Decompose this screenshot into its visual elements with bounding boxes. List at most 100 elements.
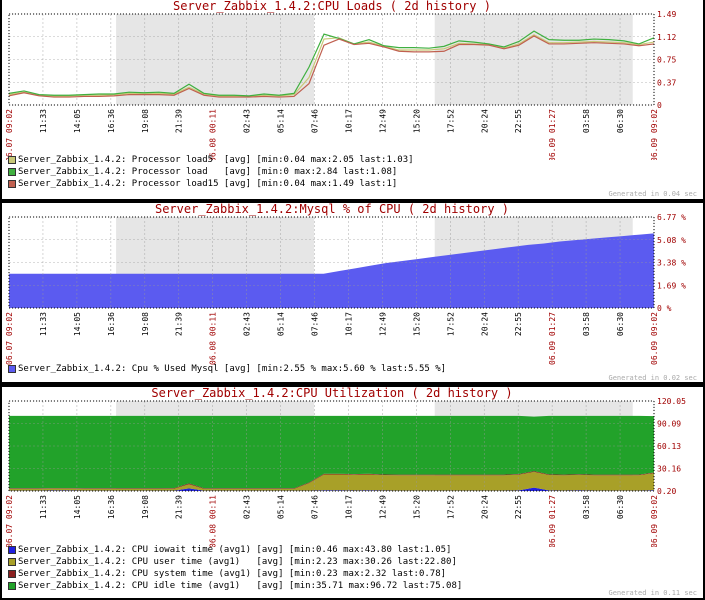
- x-tick-label: 12:49: [378, 109, 387, 133]
- x-tick-label: 16:36: [107, 109, 116, 133]
- legend-swatch: [8, 365, 16, 373]
- y-tick-label: 5.08 %: [657, 236, 686, 245]
- legend-label: Server_Zabbix_1.4.2: CPU iowait time (av…: [18, 545, 452, 555]
- x-tick-label: 11:33: [39, 109, 48, 133]
- legend-item-mysql: Server_Zabbix_1.4.2: Cpu % Used Mysql [a…: [8, 363, 446, 375]
- x-tick-label: 06.08 00:11: [209, 312, 218, 365]
- x-tick-label: 21:39: [175, 312, 184, 336]
- x-tick-label: 10:17: [344, 495, 353, 519]
- x-tick-label: 05:14: [277, 495, 286, 519]
- x-tick-label: 05:14: [277, 109, 286, 133]
- y-tick-label: 0.75: [657, 56, 676, 65]
- legend-label: Server_Zabbix_1.4.2: CPU user time (avg1…: [18, 557, 457, 567]
- x-tick-label: 06.09 09:02: [650, 109, 659, 160]
- y-tick-label: 60.13: [657, 442, 681, 451]
- legend: Server_Zabbix_1.4.2: Cpu % Used Mysql [a…: [8, 363, 446, 375]
- y-tick-label: 6.77 %: [657, 213, 686, 222]
- y-tick-label: 90.09: [657, 420, 681, 429]
- generated-time: Generated in 0.02 sec: [608, 374, 697, 382]
- y-tick-label: 120.05: [657, 397, 686, 406]
- x-tick-label: 12:49: [378, 312, 387, 336]
- x-tick-label: 17:52: [446, 109, 455, 133]
- x-tick-label: 15:20: [412, 109, 421, 133]
- x-tick-label: 06.09 09:02: [650, 495, 659, 547]
- x-tick-label: 14:05: [73, 312, 82, 336]
- generated-time: Generated in 0.11 sec: [608, 589, 697, 597]
- series-area-iowait: [9, 487, 654, 491]
- series-line-load: [8, 30, 655, 97]
- legend-item-load: Server_Zabbix_1.4.2: Processor load [avg…: [8, 166, 414, 178]
- x-tick-label: 03:58: [582, 312, 591, 336]
- x-tick-label: 22:55: [514, 109, 523, 133]
- generated-time: Generated in 0.04 sec: [608, 190, 697, 198]
- x-tick-label: 06.08 00:11: [209, 495, 218, 547]
- legend-label: Server_Zabbix_1.4.2: Processor load [avg…: [18, 167, 398, 177]
- x-tick-label: 20:24: [480, 312, 489, 336]
- x-tick-label: 07:46: [311, 109, 320, 133]
- series-area-user: [9, 471, 654, 491]
- plot-border: [8, 400, 655, 492]
- legend-item-load15: Server_Zabbix_1.4.2: Processor load15 [a…: [8, 178, 414, 190]
- cpu-utilization-chart: 06.07 09:02 11:33 14:05 16:36 19:08 21:39 06.0…: [5, 397, 686, 547]
- x-tick-label: 10:17: [344, 109, 353, 133]
- plot-border: [8, 13, 655, 106]
- x-tick-label: 06.07 09:02: [5, 495, 14, 547]
- mysql-cpu-panel: Server_Zabbix_1.4.2:Mysql % of CPU ( 2d …: [2, 202, 703, 382]
- legend: Server_Zabbix_1.4.2: CPU iowait time (av…: [8, 544, 462, 592]
- cpu-loads-panel: Server_Zabbix_1.4.2:CPU Loads ( 2d histo…: [2, 0, 703, 199]
- legend-item-load5: Server_Zabbix_1.4.2: Processor load5 [av…: [8, 154, 414, 166]
- x-tick-label: 03:58: [582, 495, 591, 519]
- x-tick-label: 21:39: [175, 495, 184, 519]
- y-tick-label: 3.38 %: [657, 259, 686, 268]
- mysql-cpu-chart: 06.07 09:02 11:33 14:05 16:36 19:08 21:39 06.0…: [5, 213, 686, 365]
- x-tick-label: 14:05: [73, 109, 82, 133]
- legend-swatch: [8, 156, 16, 164]
- legend-swatch: [8, 582, 16, 590]
- x-tick-label: 03:58: [582, 109, 591, 133]
- x-tick-label: 06:30: [616, 312, 625, 336]
- x-tick-label: 06.09 01:27: [548, 495, 557, 547]
- x-tick-label: 22:55: [514, 312, 523, 336]
- x-tick-label: 16:36: [107, 495, 116, 519]
- chart-title: Server_Zabbix_1.4.2:Mysql % of CPU ( 2d …: [154, 202, 509, 216]
- series-line-load5: [8, 34, 655, 98]
- legend-swatch: [8, 558, 16, 566]
- y-tick-label: 1.49: [657, 10, 676, 19]
- legend-swatch: [8, 546, 16, 554]
- x-tick-label: 11:33: [39, 312, 48, 336]
- legend-swatch: [8, 570, 16, 578]
- x-tick-label: 07:46: [311, 312, 320, 336]
- y-tick-label: 0.20: [657, 487, 676, 496]
- x-tick-label: 15:20: [412, 312, 421, 336]
- y-tick-label: 1.69 %: [657, 281, 686, 290]
- x-tick-label: 06.09 01:27: [548, 312, 557, 365]
- y-tick-label: 0 %: [657, 304, 672, 313]
- cpu-loads-chart: 06.07 09:02 11:33 14:05 16:36 19:08 21:39 06.0…: [5, 10, 676, 160]
- legend-label: Server_Zabbix_1.4.2: CPU idle time (avg1…: [18, 581, 463, 591]
- y-tick-label: 30.16: [657, 465, 681, 474]
- x-tick-label: 17:52: [446, 312, 455, 336]
- legend-item-user: Server_Zabbix_1.4.2: CPU user time (avg1…: [8, 556, 462, 568]
- x-tick-label: 06.07 09:02: [5, 312, 14, 365]
- x-tick-label: 15:20: [412, 495, 421, 519]
- x-tick-label: 17:52: [446, 495, 455, 519]
- legend-item-idle: Server_Zabbix_1.4.2: CPU idle time (avg1…: [8, 580, 462, 592]
- x-tick-label: 06.09 09:02: [650, 312, 659, 365]
- legend-swatch: [8, 168, 16, 176]
- legend-item-system: Server_Zabbix_1.4.2: CPU system time (av…: [8, 568, 462, 580]
- legend-label: Server_Zabbix_1.4.2: Processor load5 [av…: [18, 155, 414, 165]
- x-tick-label: 19:08: [141, 109, 150, 133]
- x-tick-label: 14:05: [73, 495, 82, 519]
- x-tick-label: 16:36: [107, 312, 116, 336]
- x-tick-label: 05:14: [277, 312, 286, 336]
- x-tick-label: 06:30: [616, 109, 625, 133]
- x-tick-label: 02:43: [243, 312, 252, 336]
- y-tick-label: 1.12: [657, 33, 676, 42]
- x-tick-label: 06:30: [616, 495, 625, 519]
- x-tick-label: 12:49: [378, 495, 387, 519]
- legend-swatch: [8, 180, 16, 188]
- y-tick-label: 0.37: [657, 78, 676, 87]
- x-tick-label: 21:39: [175, 109, 184, 133]
- series-area-mysql: [9, 233, 654, 308]
- x-tick-label: 02:43: [243, 109, 252, 133]
